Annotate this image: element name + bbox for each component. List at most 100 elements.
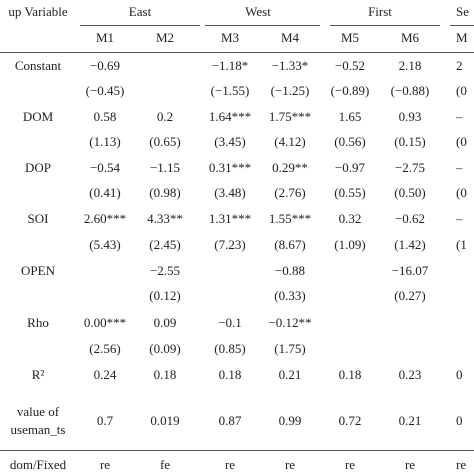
group-header: East: [128, 4, 152, 19]
cell: (0: [456, 83, 467, 98]
cell: 0.93: [398, 109, 422, 124]
cell: (−1.55): [210, 83, 250, 98]
cell: –: [456, 109, 463, 124]
cell: 0.019: [150, 413, 180, 428]
cell: (0.12): [149, 288, 181, 303]
row-label: DOP: [24, 160, 52, 175]
cell: 2: [456, 58, 463, 73]
cell: (1.09): [334, 237, 366, 252]
cell: 0.2: [156, 109, 174, 124]
cell: −0.1: [218, 315, 242, 330]
cell: 0.31***: [208, 160, 252, 175]
header-label: up Variable: [8, 4, 68, 19]
cell: 0.00***: [83, 315, 127, 330]
cell: −1.18*: [211, 58, 249, 73]
model-header: M5: [340, 30, 360, 45]
cell: −0.54: [89, 160, 121, 175]
row-label: R²: [31, 367, 45, 382]
cell: re: [284, 457, 296, 472]
row-label: SOI: [27, 211, 49, 226]
cell: 0.24: [93, 367, 117, 382]
cell: (7.23): [214, 237, 246, 252]
rule: [0, 52, 474, 53]
cell: (0.98): [149, 185, 181, 200]
cell: −0.69: [89, 58, 121, 73]
cell: (0.85): [214, 341, 246, 356]
cell: (0.33): [274, 288, 306, 303]
cell: (0.15): [394, 134, 426, 149]
group-header: First: [368, 4, 392, 19]
cell: −0.88: [274, 263, 306, 278]
cell: re: [404, 457, 416, 472]
cell: 0.18: [218, 367, 242, 382]
cell: 2.60***: [83, 211, 127, 226]
cell: 0.18: [338, 367, 362, 382]
cell: 0.21: [278, 367, 302, 382]
cell: 0: [456, 367, 463, 382]
cell: 0.23: [398, 367, 422, 382]
model-header: M2: [155, 30, 175, 45]
model-header: M3: [220, 30, 240, 45]
cell: (2.76): [274, 185, 306, 200]
cell: (0.65): [149, 134, 181, 149]
row-label: dom/Fixed: [9, 457, 67, 472]
cell: 1.65: [338, 109, 362, 124]
cell: fe: [159, 457, 171, 472]
row-label: Constant: [14, 58, 62, 73]
cell: 0.21: [398, 413, 422, 428]
cell: 0.32: [338, 211, 362, 226]
rule: [205, 25, 320, 26]
cell: −0.12**: [268, 315, 312, 330]
row-label: useman_ts: [10, 422, 66, 437]
cell: 0.29**: [272, 160, 308, 175]
cell: −1.15: [149, 160, 181, 175]
cell: (3.48): [214, 185, 246, 200]
cell: (0.50): [394, 185, 426, 200]
cell: 1.55***: [268, 211, 312, 226]
cell: 0.99: [278, 413, 302, 428]
model-header: M: [456, 30, 468, 45]
cell: re: [224, 457, 236, 472]
rule: [450, 25, 474, 26]
cell: −2.55: [149, 263, 181, 278]
model-header: M6: [400, 30, 420, 45]
rule: [330, 25, 440, 26]
row-label: value of: [16, 404, 60, 419]
cell: (1.42): [394, 237, 426, 252]
cell: (0: [456, 185, 467, 200]
rule: [0, 450, 474, 451]
cell: 1.64***: [208, 109, 252, 124]
cell: –: [456, 211, 463, 226]
cell: –: [456, 160, 463, 175]
rule: [80, 25, 200, 26]
cell: (0.56): [334, 134, 366, 149]
cell: −0.62: [394, 211, 426, 226]
cell: (0.27): [394, 288, 426, 303]
cell: (2.56): [89, 341, 121, 356]
cell: (−0.89): [330, 83, 370, 98]
cell: 0.87: [218, 413, 242, 428]
cell: (0: [456, 134, 467, 149]
cell: 0.18: [153, 367, 177, 382]
cell: (8.67): [274, 237, 306, 252]
model-header: M4: [280, 30, 300, 45]
cell: 0: [456, 413, 463, 428]
row-label: OPEN: [21, 263, 55, 278]
cell: (0.09): [149, 341, 181, 356]
cell: −0.97: [334, 160, 366, 175]
cell: (−1.25): [270, 83, 310, 98]
cell: (2.45): [149, 237, 181, 252]
cell: 2.18: [398, 58, 422, 73]
cell: (0.41): [89, 185, 121, 200]
cell: 0.09: [153, 315, 177, 330]
cell: −1.33*: [271, 58, 309, 73]
cell: 0.7: [96, 413, 114, 428]
cell: (0.55): [334, 185, 366, 200]
cell: −16.07: [391, 263, 429, 278]
cell: (−0.45): [85, 83, 125, 98]
cell: 4.33**: [147, 211, 183, 226]
cell: 1.75***: [268, 109, 312, 124]
cell: (1.13): [89, 134, 121, 149]
cell: −0.52: [334, 58, 366, 73]
